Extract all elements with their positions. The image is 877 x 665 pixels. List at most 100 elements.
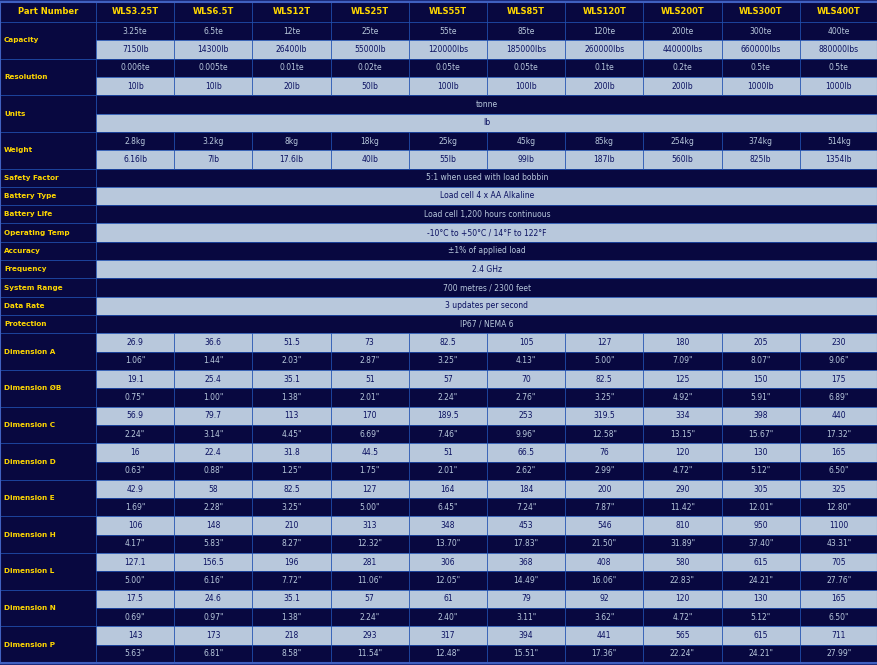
Bar	[96, 462, 174, 480]
Bar	[0, 132, 96, 168]
Bar	[487, 425, 565, 444]
Bar	[174, 406, 252, 425]
Bar	[409, 425, 487, 444]
Bar	[174, 498, 252, 517]
Bar	[96, 352, 174, 370]
Bar	[565, 388, 643, 406]
Bar	[96, 480, 174, 498]
Bar	[0, 370, 96, 406]
Bar	[252, 41, 331, 59]
Bar	[331, 370, 409, 388]
Bar	[565, 370, 643, 388]
Bar	[0, 205, 96, 223]
Text: 12te: 12te	[282, 27, 300, 36]
Bar	[174, 571, 252, 590]
Bar	[643, 150, 721, 168]
Bar	[409, 370, 487, 388]
Text: Load cell 1,200 hours continuous: Load cell 1,200 hours continuous	[424, 209, 550, 219]
Bar	[409, 77, 487, 95]
Text: 82.5: 82.5	[282, 485, 300, 493]
Text: 2.01": 2.01"	[360, 393, 380, 402]
Text: 24.6: 24.6	[204, 595, 222, 603]
Bar	[643, 608, 721, 626]
Bar	[96, 406, 174, 425]
Bar	[487, 608, 565, 626]
Bar	[487, 425, 565, 444]
Text: 12.48": 12.48"	[435, 649, 460, 658]
Bar	[252, 22, 331, 41]
Bar	[0, 626, 96, 663]
Bar	[721, 333, 799, 352]
Bar	[331, 590, 409, 608]
Bar	[487, 498, 565, 517]
Bar	[487, 535, 565, 553]
Bar	[643, 352, 721, 370]
Text: 189.5: 189.5	[437, 411, 458, 420]
Text: 1000lb: 1000lb	[824, 82, 852, 90]
Text: 319.5: 319.5	[593, 411, 615, 420]
Text: 27.76": 27.76"	[825, 576, 851, 585]
Text: 79.7: 79.7	[204, 411, 222, 420]
Text: 185000lbs: 185000lbs	[505, 45, 545, 54]
Bar	[96, 626, 174, 644]
Text: 57: 57	[443, 374, 453, 384]
Text: 13.15": 13.15"	[669, 430, 695, 439]
Bar	[96, 462, 174, 480]
Bar	[799, 2, 877, 22]
Bar	[799, 59, 877, 77]
Text: Part Number: Part Number	[18, 7, 78, 17]
Text: 148: 148	[206, 521, 220, 530]
Bar	[96, 59, 174, 77]
Bar	[799, 132, 877, 150]
Bar	[0, 223, 96, 242]
Text: 6.16lb: 6.16lb	[123, 155, 147, 164]
Text: 3.25": 3.25"	[281, 503, 302, 512]
Bar	[565, 535, 643, 553]
Bar	[252, 388, 331, 406]
Bar	[174, 498, 252, 517]
Bar	[409, 22, 487, 41]
Text: 55lb: 55lb	[439, 155, 456, 164]
Bar	[799, 462, 877, 480]
Bar	[721, 59, 799, 77]
Bar	[252, 444, 331, 462]
Bar	[799, 498, 877, 517]
Bar	[799, 388, 877, 406]
Text: 16.06": 16.06"	[591, 576, 617, 585]
Bar	[252, 517, 331, 535]
Text: 2.99": 2.99"	[594, 466, 614, 475]
Bar	[487, 590, 565, 608]
Text: Dimension H: Dimension H	[4, 532, 55, 538]
Bar	[96, 132, 174, 150]
Bar	[174, 535, 252, 553]
Bar	[331, 553, 409, 571]
Bar	[643, 352, 721, 370]
Bar	[643, 2, 721, 22]
Text: 2.01": 2.01"	[438, 466, 458, 475]
Text: 4.72": 4.72"	[672, 612, 692, 622]
Text: 85kg: 85kg	[594, 136, 613, 146]
Bar	[252, 77, 331, 95]
Bar	[565, 480, 643, 498]
Text: 580: 580	[674, 558, 689, 567]
Bar	[96, 498, 174, 517]
Bar	[252, 517, 331, 535]
Text: 514kg: 514kg	[826, 136, 850, 146]
Text: 17.5: 17.5	[126, 595, 143, 603]
Bar	[721, 41, 799, 59]
Text: 3.25": 3.25"	[594, 393, 614, 402]
Text: 3.2kg: 3.2kg	[203, 136, 224, 146]
Text: 5.91": 5.91"	[750, 393, 770, 402]
Bar	[252, 535, 331, 553]
Bar	[331, 388, 409, 406]
Bar	[331, 59, 409, 77]
Text: 150: 150	[752, 374, 767, 384]
Text: 120te: 120te	[593, 27, 615, 36]
Bar	[409, 2, 487, 22]
Text: 4.13": 4.13"	[516, 356, 536, 365]
Bar	[721, 59, 799, 77]
Text: 317: 317	[440, 631, 454, 640]
Text: 5.00": 5.00"	[125, 576, 146, 585]
Bar	[96, 644, 174, 663]
Text: 11.42": 11.42"	[669, 503, 695, 512]
